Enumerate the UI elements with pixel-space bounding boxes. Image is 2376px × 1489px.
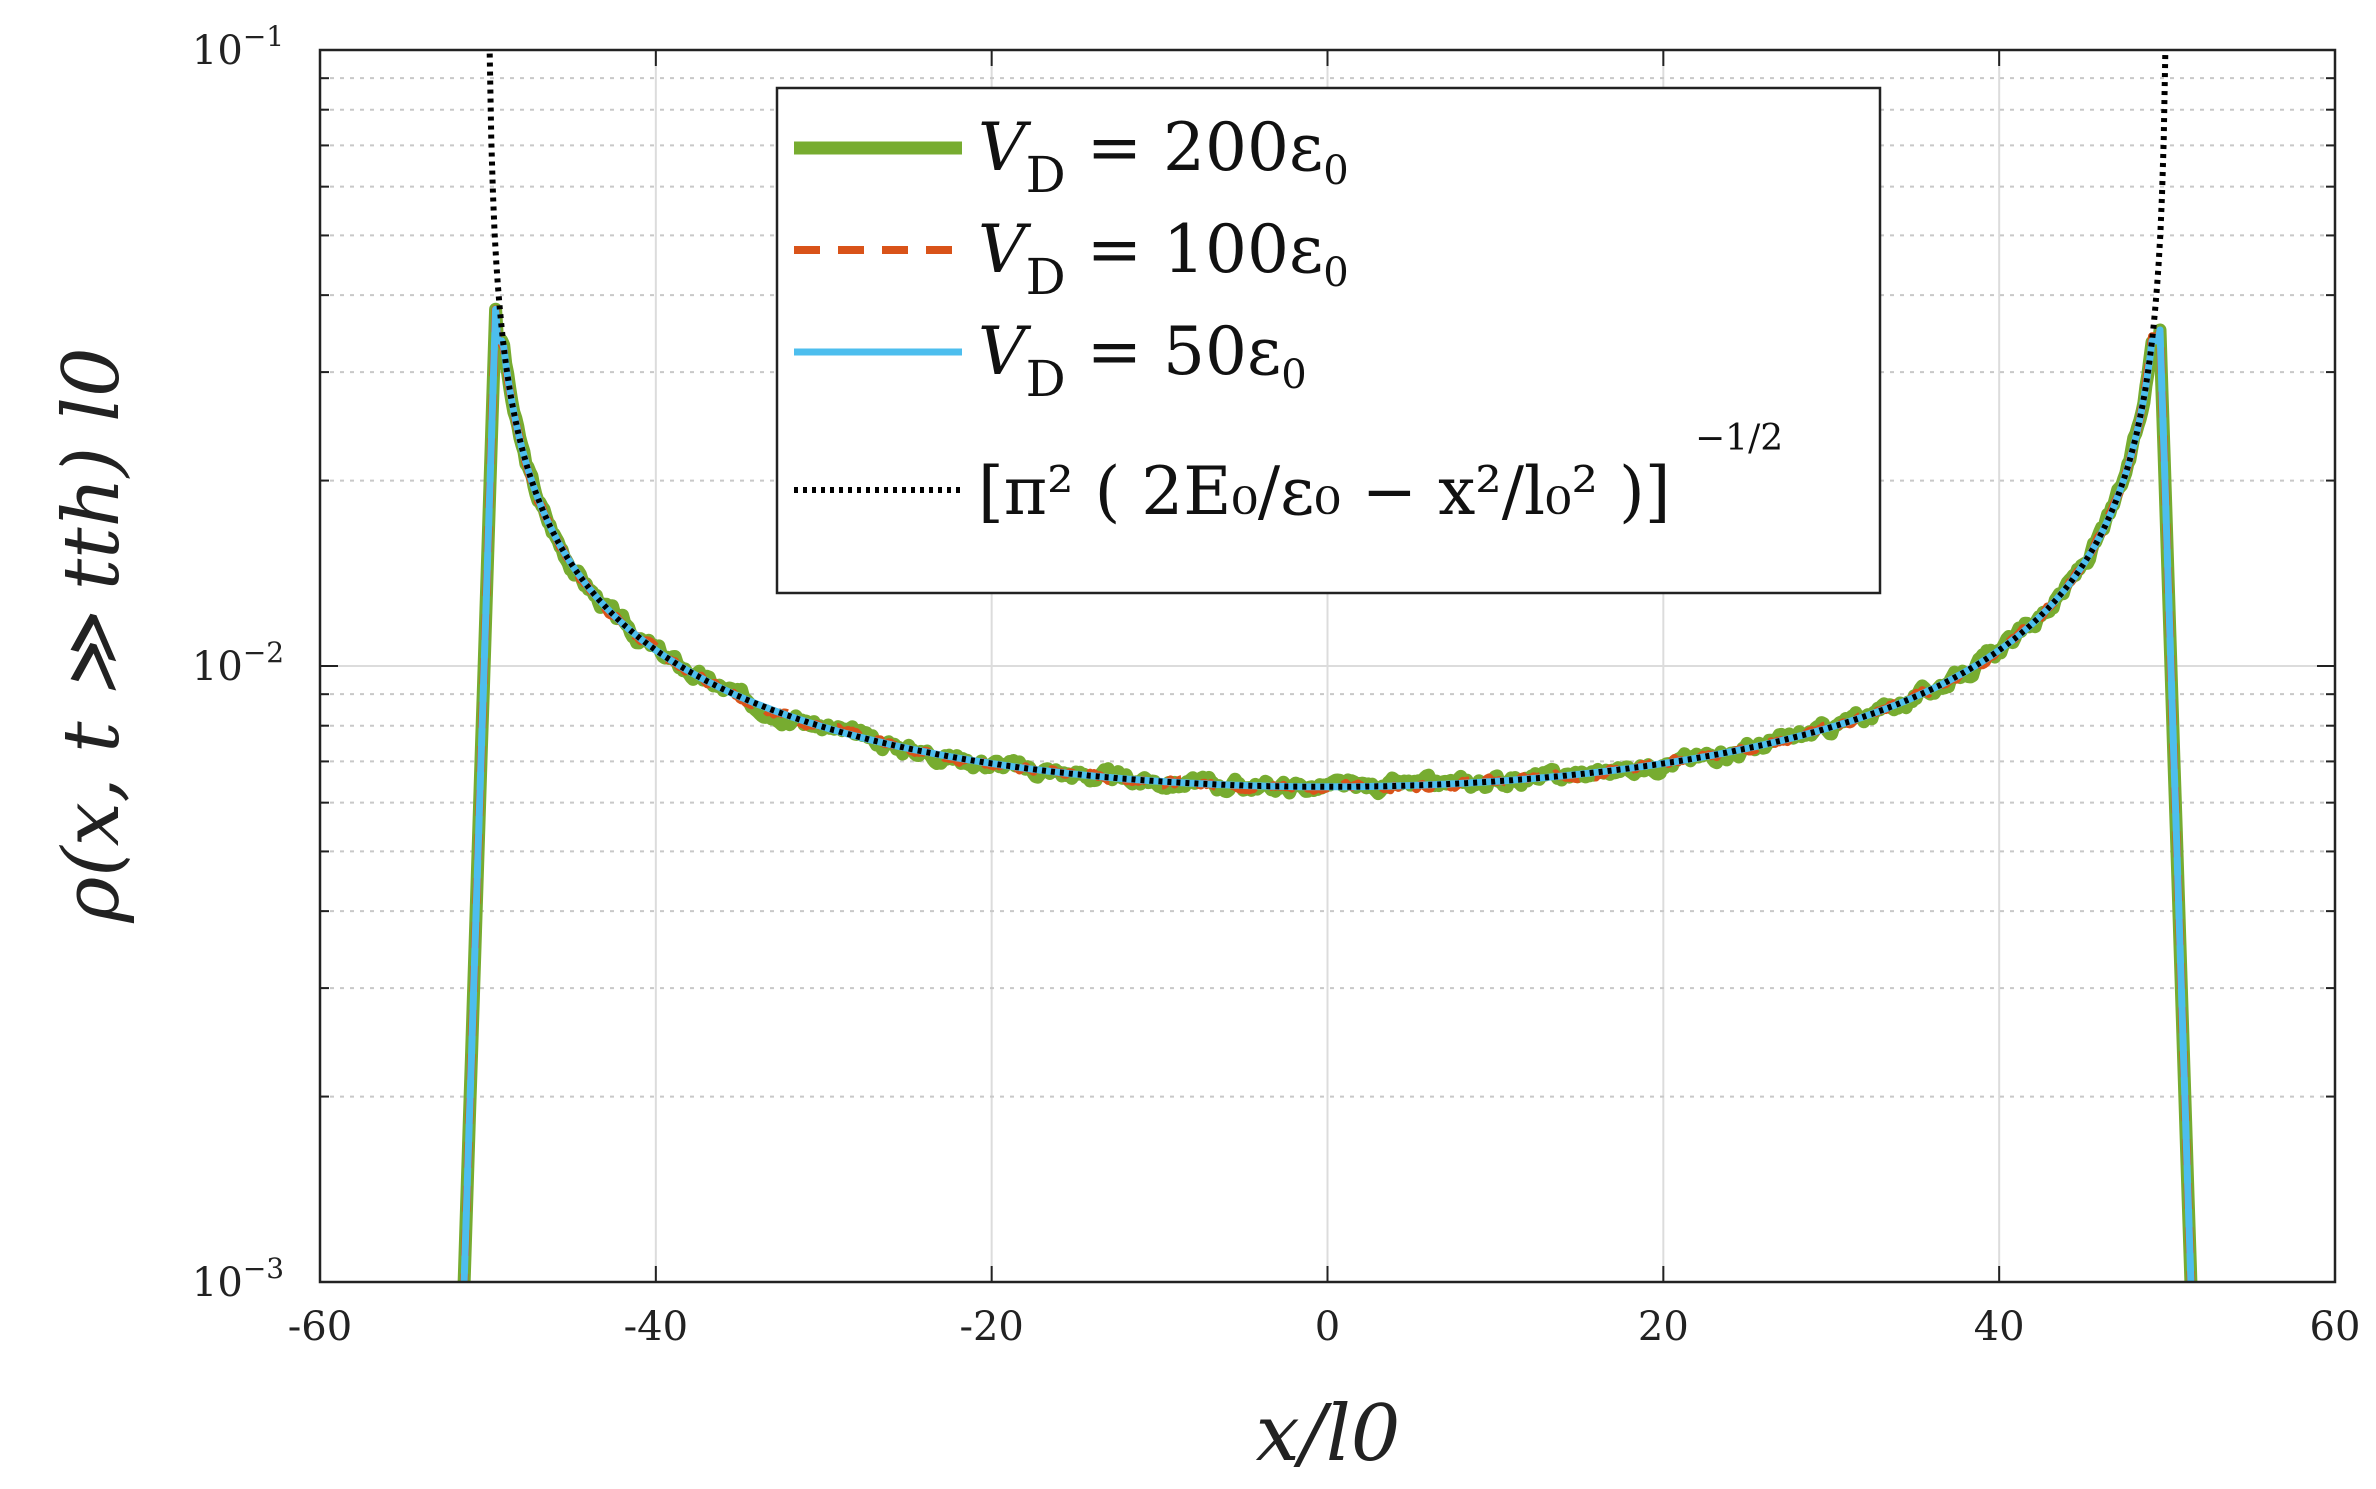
legend-label-0: VD = 200ε0 [978,109,1349,204]
y-tick-label: 10−2 [192,636,284,690]
y-tick-label: 10−3 [192,1252,284,1306]
x-tick-label: 60 [2310,1304,2361,1350]
legend-box [775,86,1882,595]
y-tick-labels: 10−3 10−2 10−1 [192,20,284,1306]
x-axis-label: x/l0 [1256,1389,1401,1479]
legend-label-2: VD = 50ε0 [978,313,1307,408]
legend-label-exponent: −1/2 [1695,418,1783,459]
x-tick-label: -20 [959,1304,1023,1350]
x-tick-label: -40 [624,1304,688,1350]
x-tick-label: 40 [1974,1304,2025,1350]
series-layer [457,50,2198,1282]
y-axis-label: ρ(x, t ≫ tth) l0 [47,347,137,923]
legend-label-1: VD = 100ε0 [978,211,1349,306]
y-tick-label: 10−1 [192,20,284,74]
tick-marks [319,49,2336,1283]
x-tick-label: 20 [1638,1304,1689,1350]
x-tick-label: -60 [288,1304,352,1350]
x-tick-labels: -60 -40 -20 0 20 40 60 [288,1304,2361,1350]
legend-label-3: [π² ( 2E₀/ε₀ − x²/l₀² )] [978,453,1670,530]
x-tick-label: 0 [1315,1304,1340,1350]
